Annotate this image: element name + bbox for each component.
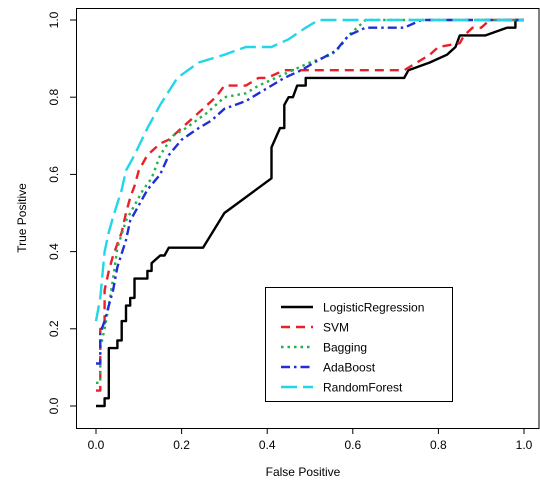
legend-label-logisticregression: LogisticRegression — [323, 301, 424, 315]
legend-label-adaboost: AdaBoost — [323, 361, 376, 375]
x-tick-label: 0.6 — [344, 438, 361, 452]
y-tick-label: 0.6 — [47, 166, 61, 183]
y-tick-label: 0.2 — [47, 320, 61, 337]
x-tick-label: 0.4 — [259, 438, 276, 452]
x-tick-label: 1.0 — [516, 438, 533, 452]
legend: LogisticRegression SVM Bagging AdaBoost Rand… — [265, 287, 453, 402]
y-tick-label: 0.4 — [47, 243, 61, 260]
legend-label-bagging: Bagging — [323, 341, 367, 355]
series-line-svm — [96, 18, 524, 392]
x-tick-label: 0.2 — [173, 438, 190, 452]
x-tick-label: 0.8 — [430, 438, 447, 452]
plot-area — [76, 8, 540, 429]
legend-label-randomforest: RandomForest — [323, 381, 403, 395]
y-tick-label: 0.0 — [47, 397, 61, 414]
x-axis-label: False Positive — [266, 465, 341, 479]
plot-frame — [76, 8, 540, 429]
y-tick-label: 0.8 — [47, 89, 61, 106]
series-line-randomforest — [94, 18, 524, 322]
series-line-logisticregression — [96, 18, 524, 408]
legend-label-svm: SVM — [323, 321, 349, 335]
y-tick-label: 1.0 — [47, 11, 61, 28]
series-lines — [94, 18, 524, 408]
axes: 0.0 0.2 0.4 0.6 0.8 1.0 0.0 0.2 0.4 0.6 0.8 1.0 — [47, 11, 533, 452]
series-line-adaboost — [96, 18, 524, 365]
x-tick-label: 0.0 — [88, 438, 105, 452]
y-axis-label: True Positive — [15, 183, 29, 253]
